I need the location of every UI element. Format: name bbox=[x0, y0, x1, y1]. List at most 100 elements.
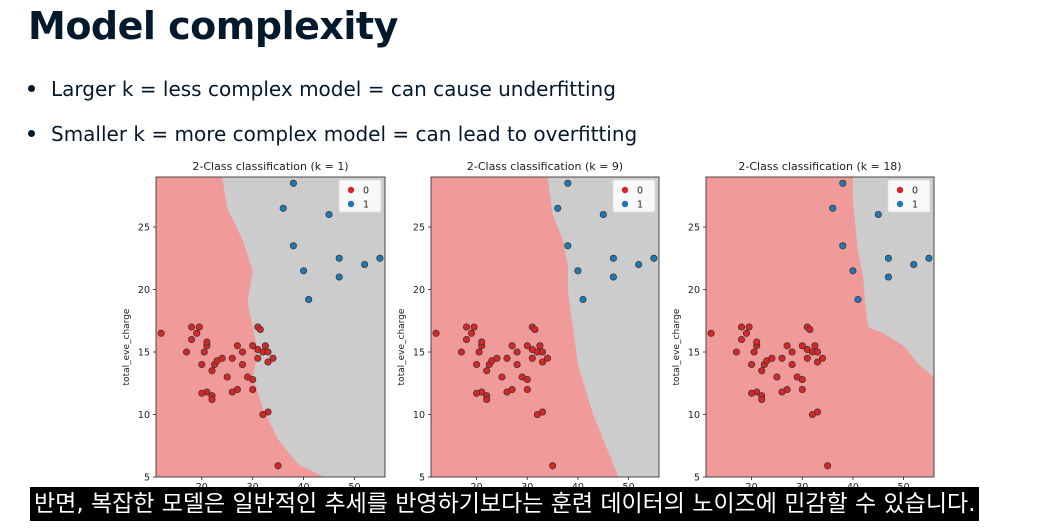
chart-panel-1: 2-Class classification (k = 1) total_eve_… bbox=[122, 160, 386, 493]
data-point-class-1 bbox=[609, 254, 617, 262]
data-point-class-0 bbox=[254, 354, 262, 362]
data-point-class-0 bbox=[818, 354, 827, 362]
data-point-class-0 bbox=[228, 354, 236, 362]
y-tick-label: 15 bbox=[138, 348, 150, 359]
legend-box bbox=[887, 179, 931, 213]
axes-frame bbox=[430, 176, 660, 478]
chart-title: 2-Class classification (k = 18) bbox=[738, 160, 901, 173]
data-point-class-0 bbox=[223, 373, 231, 381]
data-point-class-0 bbox=[264, 348, 272, 356]
data-point-class-0 bbox=[788, 360, 796, 369]
y-tick-label: 10 bbox=[688, 410, 700, 421]
data-point-class-1 bbox=[325, 210, 333, 219]
chart-panel-2: 2-Class classification (k = 9) total_eve_… bbox=[397, 160, 660, 493]
data-point-class-0 bbox=[218, 354, 226, 362]
data-point-class-1 bbox=[884, 273, 892, 281]
data-point-class-0 bbox=[498, 373, 506, 381]
data-point-class-0 bbox=[208, 367, 216, 375]
y-axis-label: total_eve_charge bbox=[397, 308, 407, 385]
data-point-class-0 bbox=[249, 375, 257, 384]
data-point-class-0 bbox=[798, 375, 806, 384]
data-point-class-0 bbox=[198, 389, 206, 397]
data-point-class-1 bbox=[839, 179, 847, 187]
data-point-class-0 bbox=[773, 373, 781, 381]
y-tick-label: 15 bbox=[413, 348, 425, 359]
data-point-class-0 bbox=[778, 354, 786, 362]
y-tick-label: 20 bbox=[688, 285, 700, 296]
data-point-class-0 bbox=[193, 329, 201, 337]
axes-frame bbox=[155, 176, 386, 478]
data-point-class-1 bbox=[925, 254, 933, 262]
legend-label: 0 bbox=[912, 186, 918, 197]
y-tick-label: 15 bbox=[688, 348, 700, 359]
slide-title: Model complexity bbox=[28, 4, 398, 48]
data-point-class-0 bbox=[528, 354, 536, 362]
data-point-class-1 bbox=[839, 242, 847, 250]
data-point-class-0 bbox=[249, 342, 257, 350]
data-point-class-0 bbox=[182, 348, 191, 356]
data-point-class-0 bbox=[233, 342, 241, 350]
data-point-class-0 bbox=[238, 360, 247, 369]
y-tick-label: 20 bbox=[413, 285, 425, 296]
data-point-class-0 bbox=[264, 358, 272, 366]
data-point-class-0 bbox=[788, 348, 796, 356]
data-point-class-0 bbox=[523, 385, 531, 394]
data-point-class-0 bbox=[256, 325, 264, 334]
y-tick-label: 10 bbox=[413, 410, 425, 421]
data-point-class-0 bbox=[198, 360, 206, 369]
data-point-class-1 bbox=[910, 260, 918, 269]
data-point-class-0 bbox=[462, 323, 471, 331]
data-point-class-0 bbox=[228, 388, 236, 396]
data-point-class-0 bbox=[806, 325, 814, 334]
data-point-class-0 bbox=[536, 342, 544, 350]
data-point-class-0 bbox=[493, 354, 501, 362]
data-point-class-0 bbox=[768, 354, 776, 362]
data-point-class-0 bbox=[467, 329, 476, 337]
legend-label: 1 bbox=[363, 200, 369, 211]
data-point-class-0 bbox=[473, 389, 481, 397]
data-point-class-0 bbox=[483, 395, 491, 404]
axes-frame bbox=[705, 176, 935, 478]
data-point-class-0 bbox=[748, 389, 756, 397]
data-point-class-0 bbox=[758, 395, 766, 404]
bullet-text: Smaller k = more complex model = can lea… bbox=[51, 121, 638, 146]
data-point-class-0 bbox=[478, 338, 486, 346]
legend-marker-1 bbox=[347, 200, 355, 208]
legend-label: 1 bbox=[912, 200, 918, 211]
data-point-class-0 bbox=[513, 348, 521, 356]
y-tick-label: 5 bbox=[419, 473, 425, 484]
data-point-class-0 bbox=[470, 323, 478, 331]
data-point-class-0 bbox=[523, 375, 531, 384]
data-point-class-0 bbox=[745, 323, 753, 331]
data-point-class-0 bbox=[737, 323, 746, 331]
data-point-class-1 bbox=[579, 295, 587, 304]
data-point-class-0 bbox=[475, 348, 483, 356]
data-point-class-1 bbox=[564, 242, 572, 250]
data-point-class-1 bbox=[335, 254, 343, 262]
data-point-class-0 bbox=[462, 335, 471, 344]
data-point-class-0 bbox=[803, 354, 811, 362]
data-point-class-1 bbox=[554, 204, 562, 212]
bullet-item: Larger k = less complex model = can caus… bbox=[28, 66, 637, 111]
legend-label: 0 bbox=[637, 186, 643, 197]
bullet-list: Larger k = less complex model = can caus… bbox=[28, 66, 637, 156]
data-point-class-1 bbox=[564, 179, 572, 187]
data-point-class-0 bbox=[483, 367, 491, 375]
legend-box bbox=[338, 179, 382, 213]
data-point-class-1 bbox=[650, 254, 658, 262]
data-point-class-0 bbox=[811, 342, 819, 350]
y-tick-label: 5 bbox=[144, 473, 150, 484]
y-axis-label: total_eve_charge bbox=[672, 308, 682, 385]
data-point-class-0 bbox=[503, 354, 511, 362]
data-point-class-0 bbox=[798, 385, 806, 394]
legend-box bbox=[612, 179, 656, 213]
data-point-class-0 bbox=[758, 367, 766, 375]
data-point-class-0 bbox=[778, 388, 786, 396]
data-point-class-0 bbox=[208, 395, 216, 404]
data-point-class-1 bbox=[289, 242, 297, 250]
decision-region-0 bbox=[431, 177, 619, 477]
data-point-class-1 bbox=[829, 204, 837, 212]
data-point-class-0 bbox=[432, 329, 440, 337]
data-point-class-0 bbox=[783, 342, 791, 350]
